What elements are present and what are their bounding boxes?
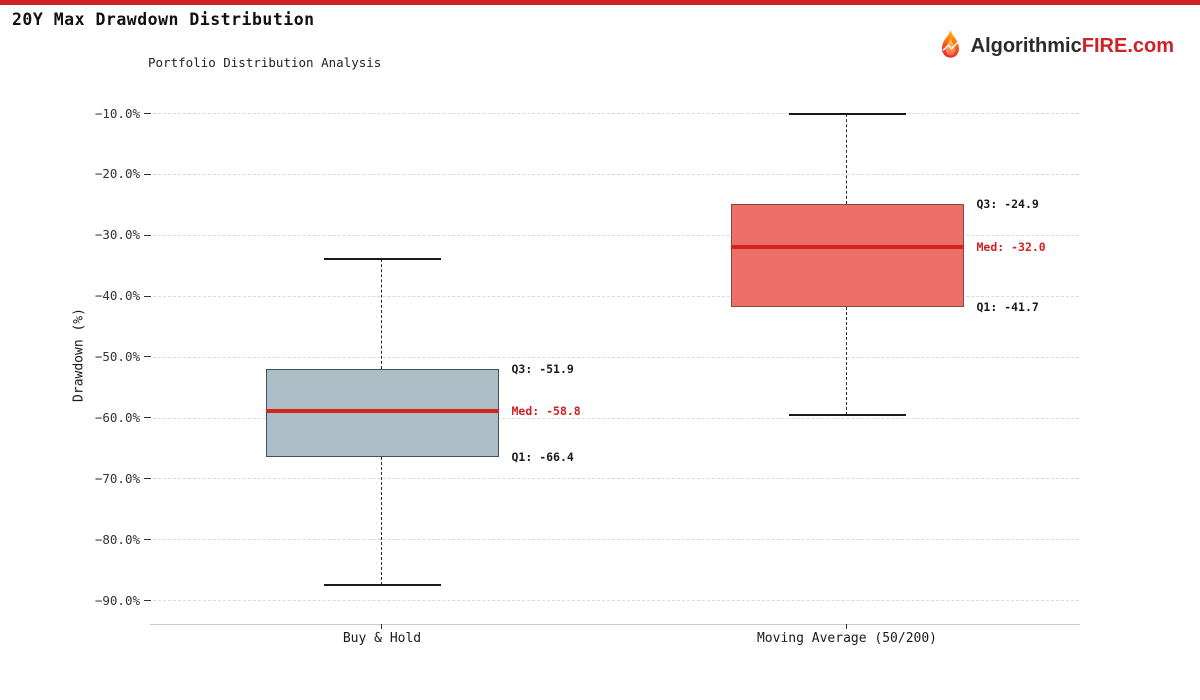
y-tick-mark [144,417,151,419]
q3-annotation: Q3: -24.9 [976,197,1039,212]
brand-suffix: .com [1127,34,1174,57]
y-tick-mark [144,112,151,114]
gridline [153,600,1079,602]
q1-annotation: Q1: -66.4 [511,449,574,464]
y-tick-label: −90.0% [94,592,140,608]
box-iqr [730,204,964,307]
upper-whisker [846,113,848,205]
median-line [265,408,499,413]
gridline [153,356,1079,358]
y-tick-label: −60.0% [94,410,140,425]
y-tick-mark [144,234,151,236]
x-axis-spine [150,623,1080,625]
top-accent-bar [0,0,1200,5]
brand-accent: FIRE [1081,34,1128,57]
lower-whisker [381,456,383,585]
brand-logo: AlgorithmicFIRE.com [937,30,1174,62]
q1-annotation: Q1: -41.7 [976,299,1039,314]
gridline [153,539,1079,541]
y-tick-mark [144,600,151,601]
y-tick-label: −10.0% [94,105,140,121]
y-tick-label: −40.0% [94,288,140,304]
y-tick-label: −30.0% [94,227,140,243]
x-tick-mark [846,623,848,629]
median-annotation: Med: -32.0 [976,240,1046,255]
y-tick-mark [144,173,151,175]
upper-whisker-cap [323,258,441,261]
gridline [153,113,1079,114]
gridline [153,173,1079,175]
brand-text: AlgorithmicFIRE.com [971,35,1174,58]
brand-prefix: Algorithmic [970,34,1082,57]
y-tick-label: −70.0% [94,470,140,486]
lower-whisker [846,306,848,415]
y-tick-mark [144,478,151,480]
y-tick-label: −50.0% [94,349,140,365]
gridline [153,234,1079,236]
y-tick-label: −20.0% [94,166,140,182]
x-category-label: Moving Average (50/200) [756,631,937,646]
gridline [153,295,1079,297]
x-category-label: Buy & Hold [342,631,422,646]
y-tick-label: −80.0% [94,531,140,547]
q3-annotation: Q3: -51.9 [511,361,574,376]
y-tick-mark [144,539,151,541]
lower-whisker-cap [323,583,441,586]
lower-whisker-cap [788,413,906,416]
page-title: 20Y Max Drawdown Distribution [12,10,315,29]
gridline [153,478,1079,480]
y-tick-mark [144,295,151,297]
gridline [153,417,1079,419]
flame-icon [941,30,959,58]
x-tick-mark [381,623,383,629]
upper-whisker [381,259,383,369]
chart-subtitle: Portfolio Distribution Analysis [148,55,382,70]
box-iqr [265,368,499,457]
median-annotation: Med: -58.8 [511,403,581,418]
median-line [730,245,964,250]
upper-whisker-cap [788,112,906,115]
y-tick-mark [144,356,151,358]
